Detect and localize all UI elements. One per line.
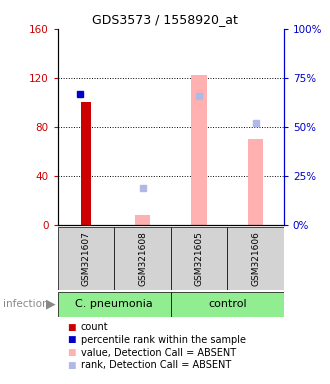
Text: count: count — [81, 322, 109, 332]
Bar — [191, 75, 207, 225]
Text: infection: infection — [3, 299, 49, 310]
Text: percentile rank within the sample: percentile rank within the sample — [81, 335, 246, 345]
Text: ■: ■ — [67, 361, 75, 370]
Text: GDS3573 / 1558920_at: GDS3573 / 1558920_at — [92, 13, 238, 26]
Text: GSM321606: GSM321606 — [251, 231, 260, 286]
Bar — [135, 215, 150, 225]
Bar — [114, 227, 171, 290]
Text: GSM321605: GSM321605 — [194, 231, 204, 286]
Bar — [171, 292, 284, 317]
Text: GSM321608: GSM321608 — [138, 231, 147, 286]
Text: control: control — [208, 299, 247, 310]
Bar — [58, 227, 114, 290]
Bar — [227, 227, 284, 290]
Text: C. pneumonia: C. pneumonia — [75, 299, 153, 310]
Text: rank, Detection Call = ABSENT: rank, Detection Call = ABSENT — [81, 360, 231, 370]
Text: value, Detection Call = ABSENT: value, Detection Call = ABSENT — [81, 348, 236, 358]
Text: GSM321607: GSM321607 — [82, 231, 90, 286]
Bar — [58, 292, 171, 317]
Text: ■: ■ — [67, 348, 75, 357]
Bar — [171, 227, 227, 290]
Bar — [248, 139, 263, 225]
Text: ■: ■ — [67, 335, 75, 344]
Text: ■: ■ — [67, 323, 75, 332]
Text: ▶: ▶ — [46, 298, 56, 311]
Bar — [81, 102, 91, 225]
